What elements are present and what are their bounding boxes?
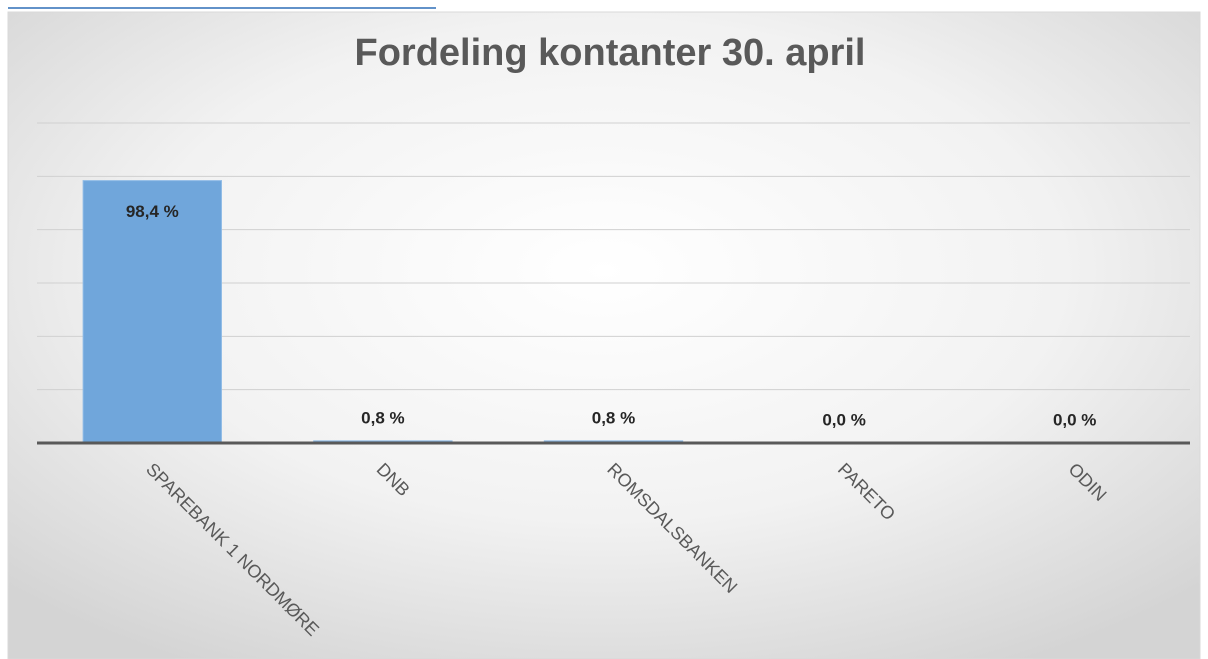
data-label: 98,4 % [126, 202, 179, 221]
chart-title: Fordeling kontanter 30. april [355, 32, 866, 74]
bar [82, 180, 222, 444]
data-label: 0,0 % [1053, 410, 1096, 429]
data-label: 0,8 % [361, 408, 404, 427]
data-label: 0,0 % [822, 410, 865, 429]
data-label: 0,8 % [592, 408, 635, 427]
